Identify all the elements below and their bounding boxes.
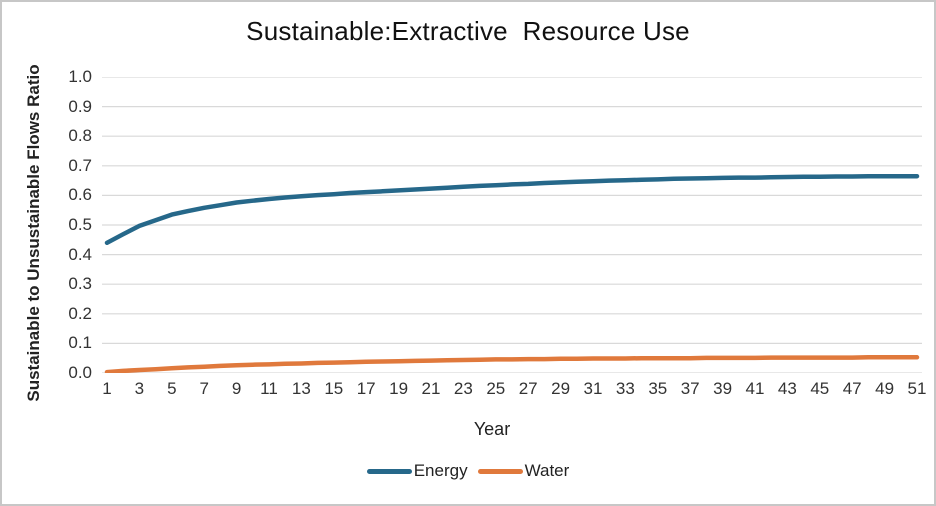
x-tick-label: 7 (199, 379, 209, 398)
line-chart-canvas (102, 77, 922, 373)
x-tick-label: 41 (745, 379, 765, 398)
x-tick-label: 51 (907, 379, 927, 398)
x-tick-label: 11 (260, 379, 278, 398)
x-tick-label: 15 (324, 379, 344, 398)
y-tick-label: 0.5 (68, 215, 92, 234)
x-tick-label: 25 (486, 379, 506, 398)
legend: Energy Water (2, 461, 934, 481)
legend-label-energy: Energy (413, 461, 468, 480)
y-tick-label: 0.7 (68, 155, 92, 175)
water-line-swatch-icon (477, 468, 523, 474)
plot-area (102, 77, 922, 373)
x-tick-label: 45 (810, 379, 830, 398)
y-tick-label: 0.6 (68, 185, 92, 205)
chart-title: Sustainable:Extractive Resource Use (246, 16, 690, 46)
legend-label-water: Water (524, 461, 570, 480)
y-tick-label: 0.0 (68, 363, 92, 382)
y-tick-label: 0.9 (68, 96, 92, 116)
x-tick-label: 17 (356, 379, 376, 398)
x-tick-label: 31 (583, 379, 603, 398)
x-tick-label: 37 (680, 379, 700, 398)
y-tick-label: 0.1 (68, 333, 92, 353)
y-tick-label: 0.4 (68, 244, 92, 264)
x-tick-label: 5 (167, 379, 177, 398)
x-tick-label: 35 (648, 379, 668, 398)
y-tick-label: 0.8 (68, 126, 92, 146)
y-tick-label: 1.0 (68, 67, 92, 86)
x-tick-label: 23 (453, 379, 473, 398)
x-tick-label: 27 (518, 379, 538, 398)
x-tick-label: 3 (134, 379, 145, 398)
x-tick-label: 1 (102, 379, 112, 398)
x-tick-label: 39 (713, 379, 733, 398)
y-tick-label: 0.3 (68, 274, 92, 294)
x-tick-label: 13 (291, 379, 311, 398)
x-tick-label: 43 (777, 379, 797, 398)
x-tick-label: 21 (421, 379, 441, 398)
legend-item-water: Water (477, 461, 570, 481)
x-tick-label: 47 (842, 379, 862, 398)
x-tick-label: 33 (615, 379, 635, 398)
energy-line-swatch-icon (366, 468, 412, 474)
y-tick-label: 0.2 (68, 303, 92, 323)
x-tick-label: 9 (231, 379, 242, 398)
legend-item-energy: Energy (366, 461, 468, 481)
x-axis-label: Year (473, 419, 511, 439)
x-tick-label: 19 (389, 379, 409, 398)
x-tick-label: 29 (551, 379, 571, 398)
x-tick-label: 49 (875, 379, 895, 398)
